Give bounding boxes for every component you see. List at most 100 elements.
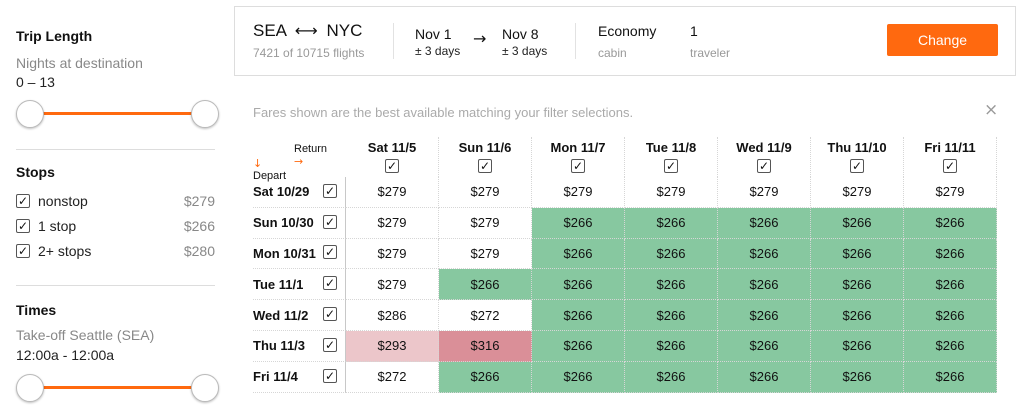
fare-cell[interactable]: $266 (904, 238, 997, 270)
fare-cell[interactable]: $266 (811, 238, 904, 270)
nights-slider-max-handle[interactable] (191, 100, 219, 128)
depart-date-checkbox[interactable]: ✓ (323, 276, 337, 291)
takeoff-slider-min-handle[interactable] (16, 374, 44, 402)
fare-cell[interactable]: $266 (532, 331, 625, 362)
fare-cell[interactable]: $266 (532, 269, 625, 301)
fare-cell[interactable]: $279 (625, 177, 718, 208)
fare-cell[interactable]: $266 (904, 207, 997, 239)
row-label: Mon 10/31 (253, 245, 316, 261)
fare-cell[interactable]: $266 (532, 207, 625, 239)
fare-price: $266 (749, 338, 779, 354)
route: SEA ⟷ NYC (253, 21, 362, 41)
return-date: Nov 8 (502, 26, 539, 42)
one-stop-checkbox[interactable]: ✓ (16, 219, 30, 233)
fare-cell[interactable]: $266 (811, 331, 904, 362)
fare-cell[interactable]: $266 (904, 331, 997, 362)
fare-cell[interactable]: $266 (718, 207, 811, 239)
fare-cell[interactable]: $316 (439, 331, 532, 362)
takeoff-range-slider[interactable] (16, 372, 219, 404)
depart-date-checkbox[interactable]: ✓ (323, 307, 337, 322)
fare-price: $266 (470, 369, 500, 385)
cabin-label: cabin (598, 46, 627, 60)
fare-price: $266 (842, 338, 872, 354)
fare-cell[interactable]: $272 (346, 361, 439, 393)
nights-value: 0 – 13 (16, 74, 55, 90)
depart-date-checkbox[interactable]: ✓ (323, 183, 337, 198)
fare-cell[interactable]: $279 (346, 177, 439, 208)
fare-price: $279 (470, 184, 500, 200)
fare-cell[interactable]: $279 (439, 238, 532, 270)
return-axis-label: Return → (294, 143, 327, 168)
fare-cell[interactable]: $266 (439, 269, 532, 301)
fare-cell[interactable]: $266 (718, 331, 811, 362)
fare-cell[interactable]: $266 (532, 238, 625, 270)
fare-cell[interactable]: $279 (439, 207, 532, 239)
fare-cell[interactable]: $266 (811, 361, 904, 393)
return-date-checkbox[interactable]: ✓ (571, 159, 585, 173)
return-date-checkbox[interactable]: ✓ (664, 159, 678, 173)
takeoff-label: Take-off Seattle (SEA) (16, 327, 155, 343)
fare-cell[interactable]: $266 (625, 238, 718, 270)
check-icon: ✓ (324, 276, 336, 291)
fare-cell[interactable]: $279 (439, 177, 532, 208)
return-date-checkbox[interactable]: ✓ (943, 159, 957, 173)
fare-cell[interactable]: $293 (346, 331, 439, 362)
close-icon[interactable]: × (984, 100, 999, 120)
fare-price: $266 (842, 245, 872, 261)
fare-cell[interactable]: $266 (904, 269, 997, 301)
fare-cell[interactable]: $266 (811, 269, 904, 301)
search-summary: SEA ⟷ NYC 7421 of 10715 flights Nov 1 ± … (234, 6, 1016, 76)
fare-cell[interactable]: $266 (625, 300, 718, 331)
takeoff-slider-max-handle[interactable] (191, 374, 219, 402)
fare-cell[interactable]: $266 (811, 207, 904, 239)
fare-cell[interactable]: $272 (439, 300, 532, 331)
return-date-checkbox[interactable]: ✓ (850, 159, 864, 173)
stop-filter-nonstop[interactable]: ✓ nonstop $279 (16, 192, 215, 212)
nonstop-checkbox[interactable]: ✓ (16, 194, 30, 208)
nights-slider-track (30, 112, 205, 115)
check-icon: ✓ (324, 214, 336, 229)
fare-cell[interactable]: $279 (346, 238, 439, 270)
fare-cell[interactable]: $279 (718, 177, 811, 208)
fare-price: $266 (749, 215, 779, 231)
fare-cell[interactable]: $279 (904, 177, 997, 208)
column-label: Mon 11/7 (550, 140, 606, 155)
stop-filter-2plus-stops[interactable]: ✓ 2+ stops $280 (16, 242, 215, 262)
fare-cell[interactable]: $266 (532, 361, 625, 393)
nights-range-slider[interactable] (16, 98, 219, 130)
fare-cell[interactable]: $266 (439, 361, 532, 393)
fare-cell[interactable]: $266 (718, 238, 811, 270)
fare-cell[interactable]: $266 (904, 361, 997, 393)
fare-cell[interactable]: $266 (625, 361, 718, 393)
stop-filter-1-stop[interactable]: ✓ 1 stop $266 (16, 217, 215, 237)
fare-cell[interactable]: $286 (346, 300, 439, 331)
fare-cell[interactable]: $266 (718, 269, 811, 301)
fare-cell[interactable]: $266 (532, 300, 625, 331)
depart-date-checkbox[interactable]: ✓ (323, 368, 337, 383)
fare-cell[interactable]: $266 (718, 300, 811, 331)
fare-price: $279 (656, 184, 686, 200)
return-arrow-icon: → (294, 155, 304, 168)
nights-slider-min-handle[interactable] (16, 100, 44, 128)
depart-date-checkbox[interactable]: ✓ (323, 245, 337, 260)
return-date-checkbox[interactable]: ✓ (478, 159, 492, 173)
fare-cell[interactable]: $266 (904, 300, 997, 331)
depart-date-checkbox[interactable]: ✓ (323, 337, 337, 352)
fare-cell[interactable]: $266 (811, 300, 904, 331)
fare-cell[interactable]: $266 (625, 207, 718, 239)
fare-cell[interactable]: $266 (625, 331, 718, 362)
fare-price: $286 (377, 307, 407, 323)
fare-price: $266 (563, 245, 593, 261)
return-date-checkbox[interactable]: ✓ (385, 159, 399, 173)
depart-date-checkbox[interactable]: ✓ (323, 214, 337, 229)
roundtrip-arrow-icon: ⟷ (294, 21, 318, 40)
change-search-button[interactable]: Change (887, 24, 998, 56)
fare-cell[interactable]: $279 (811, 177, 904, 208)
two-plus-stops-checkbox[interactable]: ✓ (16, 244, 30, 258)
fare-cell[interactable]: $266 (718, 361, 811, 393)
fare-cell[interactable]: $279 (532, 177, 625, 208)
fare-cell[interactable]: $279 (346, 269, 439, 301)
fare-cell[interactable]: $266 (625, 269, 718, 301)
fare-cell[interactable]: $279 (346, 207, 439, 239)
return-date-checkbox[interactable]: ✓ (757, 159, 771, 173)
